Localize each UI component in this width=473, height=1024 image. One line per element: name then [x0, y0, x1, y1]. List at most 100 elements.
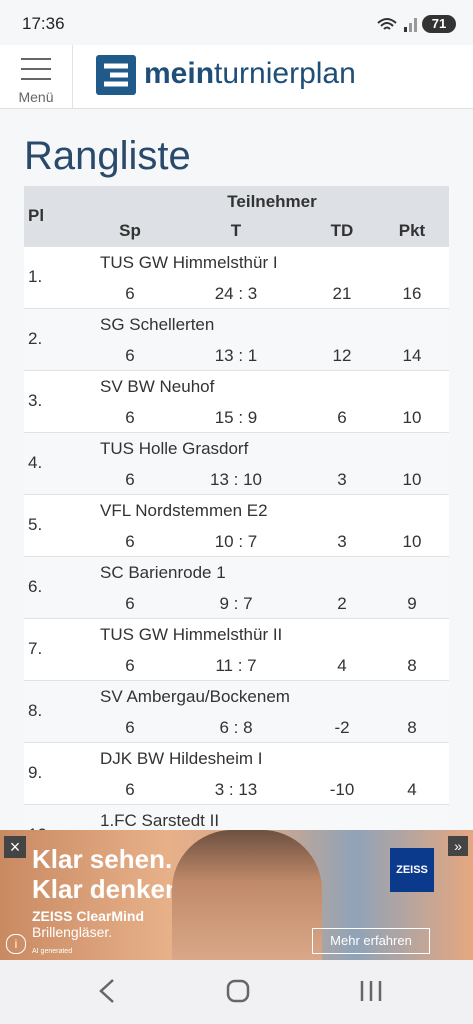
stat-t: 3 : 13 — [214, 780, 258, 799]
stat-td: 3 — [337, 532, 347, 551]
menu-button[interactable]: Menü — [0, 45, 73, 108]
header-td: TD — [330, 221, 354, 240]
rank: 4. — [28, 453, 43, 472]
team-name: SV BW Neuhof — [100, 377, 215, 396]
stat-pkt: 16 — [402, 284, 422, 303]
signal-icons — [377, 18, 417, 32]
logo-icon — [96, 55, 136, 95]
header-sp: Sp — [119, 221, 141, 240]
team-name: TUS GW Himmelsthür I — [100, 253, 278, 272]
logo-text: meinturnierplan — [144, 57, 356, 91]
team-name: VFL Nordstemmen E2 — [100, 501, 268, 520]
header-t: T — [230, 221, 242, 240]
ad-headline-1: Klar sehen. — [32, 844, 173, 874]
table-row: 7. TUS GW Himmelsthür II 6 11 : 7 4 8 — [24, 618, 449, 681]
page-title: Rangliste — [24, 134, 191, 178]
ad-product: Brillengläser. — [32, 924, 113, 940]
table-row: 1. TUS GW Himmelsthür I 6 24 : 3 21 16 — [24, 246, 449, 309]
table-row: 2. SG Schellerten 6 13 : 1 12 14 — [24, 308, 449, 371]
nav-icons — [99, 979, 382, 1003]
stat-pkt: 10 — [402, 532, 422, 551]
ad-person — [172, 830, 322, 960]
team-name: SC Barienrode 1 — [100, 563, 226, 582]
battery: 71 — [422, 15, 456, 33]
logo-bold: mein — [144, 57, 215, 90]
table-row: 9. DJK BW Hildesheim I 6 3 : 13 -10 4 — [24, 742, 449, 805]
table-row: 4. TUS Holle Grasdorf 6 13 : 10 3 10 — [24, 432, 449, 495]
status-bar: 17:36 71 — [0, 0, 473, 45]
ad-logo: ZEISS — [390, 848, 434, 892]
ad-note: AI generated — [32, 948, 73, 955]
stat-pkt: 14 — [402, 346, 422, 365]
time: 17:36 — [22, 14, 65, 33]
stat-td: -10 — [329, 780, 355, 799]
nav-back[interactable] — [99, 979, 114, 1003]
stat-td: 4 — [337, 656, 347, 675]
stat-t: 24 : 3 — [214, 284, 258, 303]
nav-bar — [0, 960, 473, 1024]
stat-sp: 6 — [125, 284, 135, 303]
stat-td: 3 — [337, 470, 347, 489]
stat-sp: 6 — [125, 470, 135, 489]
rank: 5. — [28, 515, 43, 534]
stat-td: 12 — [332, 346, 352, 365]
rank: 9. — [28, 763, 43, 782]
stat-sp: 6 — [125, 346, 135, 365]
rank: 7. — [28, 639, 43, 658]
rank: 6. — [28, 577, 43, 596]
stat-pkt: 8 — [407, 656, 417, 675]
rank: 2. — [28, 329, 43, 348]
header-team: Teilnehmer — [227, 192, 317, 211]
ad-cta[interactable]: Mehr erfahren — [312, 928, 430, 954]
ad-expand[interactable]: » — [448, 836, 468, 856]
team-name: 1.FC Sarstedt II — [100, 811, 220, 830]
stat-t: 10 : 7 — [214, 532, 258, 551]
team-name: SG Schellerten — [100, 315, 215, 334]
table-row: 8. SV Ambergau/Bockenem 6 6 : 8 -2 8 — [24, 680, 449, 743]
stat-pkt: 8 — [407, 718, 417, 737]
rank: 1. — [28, 267, 43, 286]
stat-t: 13 : 1 — [214, 346, 258, 365]
stat-td: -2 — [334, 718, 350, 737]
stat-t: 13 : 10 — [210, 470, 262, 489]
stat-td: 6 — [337, 408, 347, 427]
stat-pkt: 4 — [407, 780, 417, 799]
rank: 3. — [28, 391, 43, 410]
stat-t: 15 : 9 — [214, 408, 258, 427]
table-row: 5. VFL Nordstemmen E2 6 10 : 7 3 10 — [24, 494, 449, 557]
nav-recent[interactable] — [360, 981, 382, 1001]
ad-info[interactable]: i — [6, 934, 26, 954]
team-name: SV Ambergau/Bockenem — [100, 687, 290, 706]
stat-td: 2 — [337, 594, 347, 613]
stat-td: 21 — [332, 284, 352, 303]
stat-t: 11 : 7 — [215, 656, 257, 675]
stat-sp: 6 — [125, 408, 135, 427]
header-rank: Pl — [28, 206, 45, 225]
stat-sp: 6 — [125, 718, 135, 737]
stat-sp: 6 — [125, 532, 135, 551]
stat-pkt: 9 — [407, 594, 417, 613]
team-name: TUS Holle Grasdorf — [100, 439, 249, 458]
team-name: TUS GW Himmelsthür II — [100, 625, 283, 644]
header: Menü meinturnierplan — [0, 45, 473, 109]
stat-pkt: 10 — [402, 408, 422, 427]
stat-t: 9 : 7 — [219, 594, 253, 613]
ad-banner[interactable]: × Klar sehen. Klar denken. ZEISS ClearMi… — [0, 830, 473, 960]
table-row: 6. SC Barienrode 1 6 9 : 7 2 9 — [24, 556, 449, 619]
rank: 8. — [28, 701, 43, 720]
table-row: 3. SV BW Neuhof 6 15 : 9 6 10 — [24, 370, 449, 433]
team-name: DJK BW Hildesheim I — [100, 749, 263, 768]
nav-home[interactable] — [226, 979, 250, 1003]
ad-headline-2: Klar denken. — [32, 874, 189, 904]
stat-pkt: 10 — [402, 470, 422, 489]
stat-t: 6 : 8 — [219, 718, 253, 737]
logo-regular: turnierplan — [214, 57, 356, 90]
ad-close[interactable]: × — [4, 836, 26, 858]
stat-sp: 6 — [125, 780, 135, 799]
table-header: Pl Teilnehmer Sp T TD Pkt — [24, 186, 449, 246]
header-pkt: Pkt — [398, 221, 426, 240]
menu-icon — [21, 58, 51, 80]
ad-brand-line: ZEISS ClearMind — [32, 908, 145, 924]
stat-sp: 6 — [125, 594, 135, 613]
